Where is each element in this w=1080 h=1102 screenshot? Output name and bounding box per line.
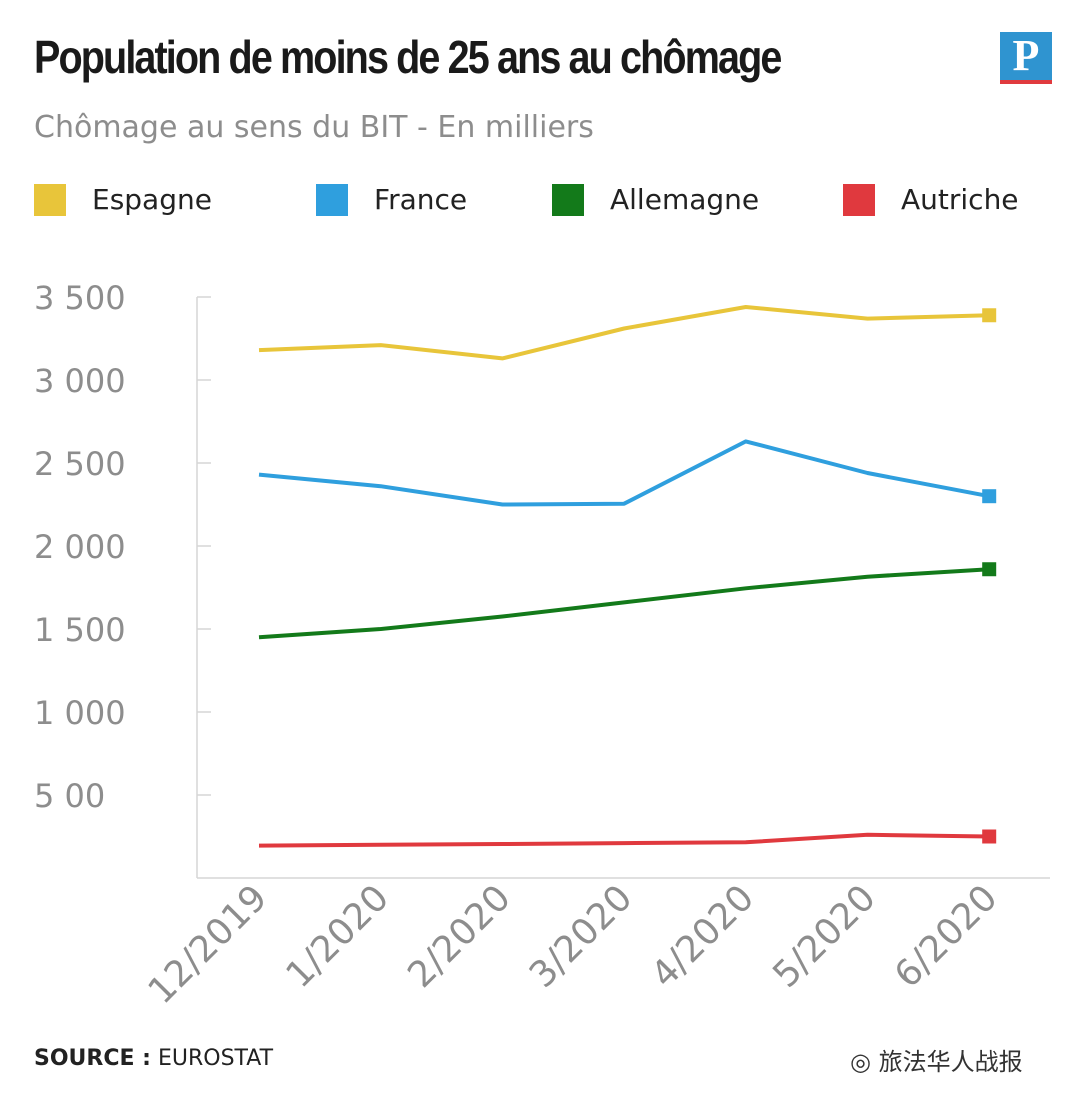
x-tick-label: 5/2020 xyxy=(765,877,884,996)
chart-title: Population de moins de 25 ans au chômage xyxy=(34,31,782,83)
end-marker-autriche xyxy=(982,829,997,844)
x-tick-label: 1/2020 xyxy=(279,877,398,996)
le-parisien-logo: P xyxy=(1000,32,1052,84)
legend-label-autriche: Autriche xyxy=(901,183,1019,216)
series-line-espagne xyxy=(258,305,990,361)
source-value: EUROSTAT xyxy=(157,1046,274,1071)
y-tick-label: 2 000 xyxy=(34,528,126,566)
series-line-france xyxy=(258,439,990,507)
watermark-text: ◎ 旅法华人战报 xyxy=(850,1048,1023,1076)
legend-swatch-autriche xyxy=(843,184,875,216)
source-label: SOURCE : xyxy=(34,1046,151,1071)
y-tick-label: 3 000 xyxy=(34,362,126,400)
end-marker-allemagne xyxy=(982,562,997,577)
chart-legend: Espagne France Allemagne Autriche xyxy=(0,180,1080,220)
x-tick-label: 6/2020 xyxy=(887,877,1006,996)
x-tick-label: 2/2020 xyxy=(400,877,519,996)
y-tick-label: 5 00 xyxy=(34,777,105,815)
x-tick-label: 3/2020 xyxy=(522,877,641,996)
end-marker-espagne xyxy=(982,308,997,323)
legend-label-espagne: Espagne xyxy=(92,183,212,216)
y-tick-label: 2 500 xyxy=(34,445,126,483)
x-tick-label: 12/2019 xyxy=(141,877,276,1012)
end-marker-france xyxy=(982,489,997,504)
y-tick-label: 1 500 xyxy=(34,611,126,649)
y-tick-label: 1 000 xyxy=(34,694,126,732)
legend-label-france: France xyxy=(374,183,468,216)
legend-swatch-allemagne xyxy=(552,184,584,216)
y-tick-label: 3 500 xyxy=(34,279,126,317)
legend-swatch-france xyxy=(316,184,348,216)
x-tick-label: 4/2020 xyxy=(644,877,763,996)
legend-label-allemagne: Allemagne xyxy=(610,183,760,216)
series-line-allemagne xyxy=(258,567,990,640)
chart-subtitle: Chômage au sens du BIT - En milliers xyxy=(34,110,594,145)
legend-swatch-espagne xyxy=(34,184,66,216)
source-note: SOURCE : EUROSTAT xyxy=(34,1046,273,1071)
series-line-autriche xyxy=(258,832,990,848)
